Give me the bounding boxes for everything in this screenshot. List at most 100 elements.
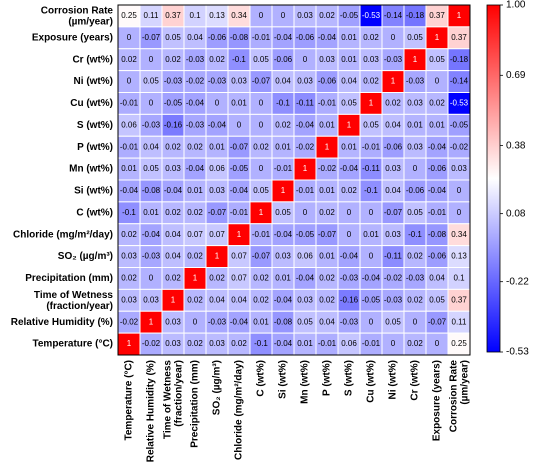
cell-label: -0.03 (406, 274, 425, 283)
cell-label: 0.02 (319, 11, 335, 20)
x-tick-group: Precipitation (mm) (190, 360, 201, 448)
cell-label: -0.07 (142, 33, 161, 42)
cell-label: 0.07 (209, 230, 225, 239)
x-tick-group: Ni (wt%) (388, 360, 399, 399)
x-tick-label: Ni (wt%) (388, 360, 399, 399)
cell-label: 0.02 (187, 295, 203, 304)
cell-label: 0.01 (143, 208, 159, 217)
cell-label: 0.34 (451, 230, 467, 239)
x-tick-group: C (wt%) (256, 360, 267, 397)
cell-label: -0.04 (274, 295, 293, 304)
cell-label: -0.1 (408, 230, 422, 239)
y-tick-label: SO₂ (µg/m³) (58, 251, 113, 262)
cell-label: 0.02 (165, 208, 181, 217)
cell-label: -0.05 (450, 120, 469, 129)
cell-label: 0 (347, 230, 352, 239)
cell-label: 0.02 (341, 186, 357, 195)
cell-label: 0 (457, 208, 462, 217)
cell-label: 1 (215, 252, 220, 261)
cell-label: 0 (435, 339, 440, 348)
cell-label: -0.07 (428, 317, 447, 326)
cell-label: 0.37 (451, 33, 467, 42)
cell-label: -0.02 (318, 164, 337, 173)
cell-label: 0 (149, 99, 154, 108)
cell-label: 0.03 (407, 142, 423, 151)
cell-label: 0.01 (275, 142, 291, 151)
cell-label: 0 (413, 317, 418, 326)
y-tick-label: S (wt%) (77, 120, 113, 131)
cell-label: -0.02 (384, 274, 403, 283)
cell-label: -0.03 (406, 77, 425, 86)
y-tick-label: P (wt%) (77, 142, 113, 153)
cell-label: 0.04 (143, 142, 159, 151)
cell-label: 0.03 (143, 295, 159, 304)
cell-label: 0.05 (341, 99, 357, 108)
cell-label: -0.07 (384, 208, 403, 217)
cell-label: -0.06 (428, 252, 447, 261)
cell-label: 1 (259, 208, 264, 217)
cell-label: -0.03 (384, 295, 403, 304)
cell-label: 0.01 (253, 317, 269, 326)
cell-label: -0.18 (450, 55, 469, 64)
cell-label: -0.01 (120, 142, 139, 151)
cell-label: -0.02 (186, 77, 205, 86)
cell-label: 0.05 (253, 55, 269, 64)
cell-label: 0 (391, 33, 396, 42)
cell-label: 0.01 (297, 339, 313, 348)
cell-label: 0 (259, 164, 264, 173)
cell-label: 0.01 (231, 99, 247, 108)
cell-label: -0.04 (208, 120, 227, 129)
cell-label: -0.03 (340, 274, 359, 283)
cell-label: 0.03 (297, 11, 313, 20)
cell-label: -0.04 (296, 120, 315, 129)
cell-label: 1 (369, 99, 374, 108)
cell-label: 0.02 (121, 274, 137, 283)
cell-label: 0.01 (187, 186, 203, 195)
x-tick-group: Time of Wetness(fraction/year) (162, 360, 184, 440)
cell-label: 1 (237, 230, 242, 239)
y-tick-label: Time of Wetness (fraction/year) (34, 289, 114, 311)
x-tick-label: S (wt%) (344, 360, 355, 396)
cell-label: 0.06 (297, 252, 313, 261)
cell-label: 0 (303, 55, 308, 64)
cell-label: -0.03 (208, 77, 227, 86)
cell-label: 0.01 (407, 120, 423, 129)
cell-label: 0.02 (165, 274, 181, 283)
cell-label: -0.05 (296, 230, 315, 239)
cell-label: -0.04 (318, 33, 337, 42)
cell-label: -0.04 (164, 186, 183, 195)
cell-label: -0.07 (318, 230, 337, 239)
cell-label: 0.25 (451, 339, 467, 348)
cell-label: 0.01 (209, 142, 225, 151)
cell-label: 0.02 (253, 274, 269, 283)
cell-label: 0.11 (452, 317, 468, 326)
cell-label: 0.02 (209, 274, 225, 283)
cell-label: -0.11 (362, 164, 380, 173)
cell-label: -0.04 (274, 339, 293, 348)
cell-label: 0.03 (165, 317, 181, 326)
x-tick-group: Relative Humidity (%) (146, 360, 157, 462)
cell-label: 0.04 (165, 230, 181, 239)
cell-label: 0.01 (275, 274, 291, 283)
x-tick-group: Mn (wt%) (300, 360, 311, 404)
cell-label: 0.02 (319, 274, 335, 283)
cell-label: 0.02 (187, 339, 203, 348)
cell-label: 0.03 (319, 55, 335, 64)
cell-label: 0.03 (165, 339, 181, 348)
x-tick-label: Temperature (°C) (124, 360, 135, 441)
cell-label: -0.14 (450, 77, 469, 86)
cell-label: 0.02 (407, 295, 423, 304)
cell-label: -0.53 (362, 11, 381, 20)
cell-label: 1 (413, 55, 418, 64)
cell-label: -0.06 (274, 55, 293, 64)
cell-label: 1 (193, 274, 198, 283)
y-tick-label: Precipitation (mm) (25, 273, 113, 284)
cell-label: 0.01 (363, 230, 379, 239)
cell-label: 0.04 (385, 186, 401, 195)
cell-label: 0.04 (165, 252, 181, 261)
x-tick-label: Corrosion Rate(µm/year) (448, 360, 470, 433)
cell-label: 0 (149, 55, 154, 64)
cell-label: 0.02 (121, 230, 137, 239)
cell-label: 0.03 (451, 164, 467, 173)
